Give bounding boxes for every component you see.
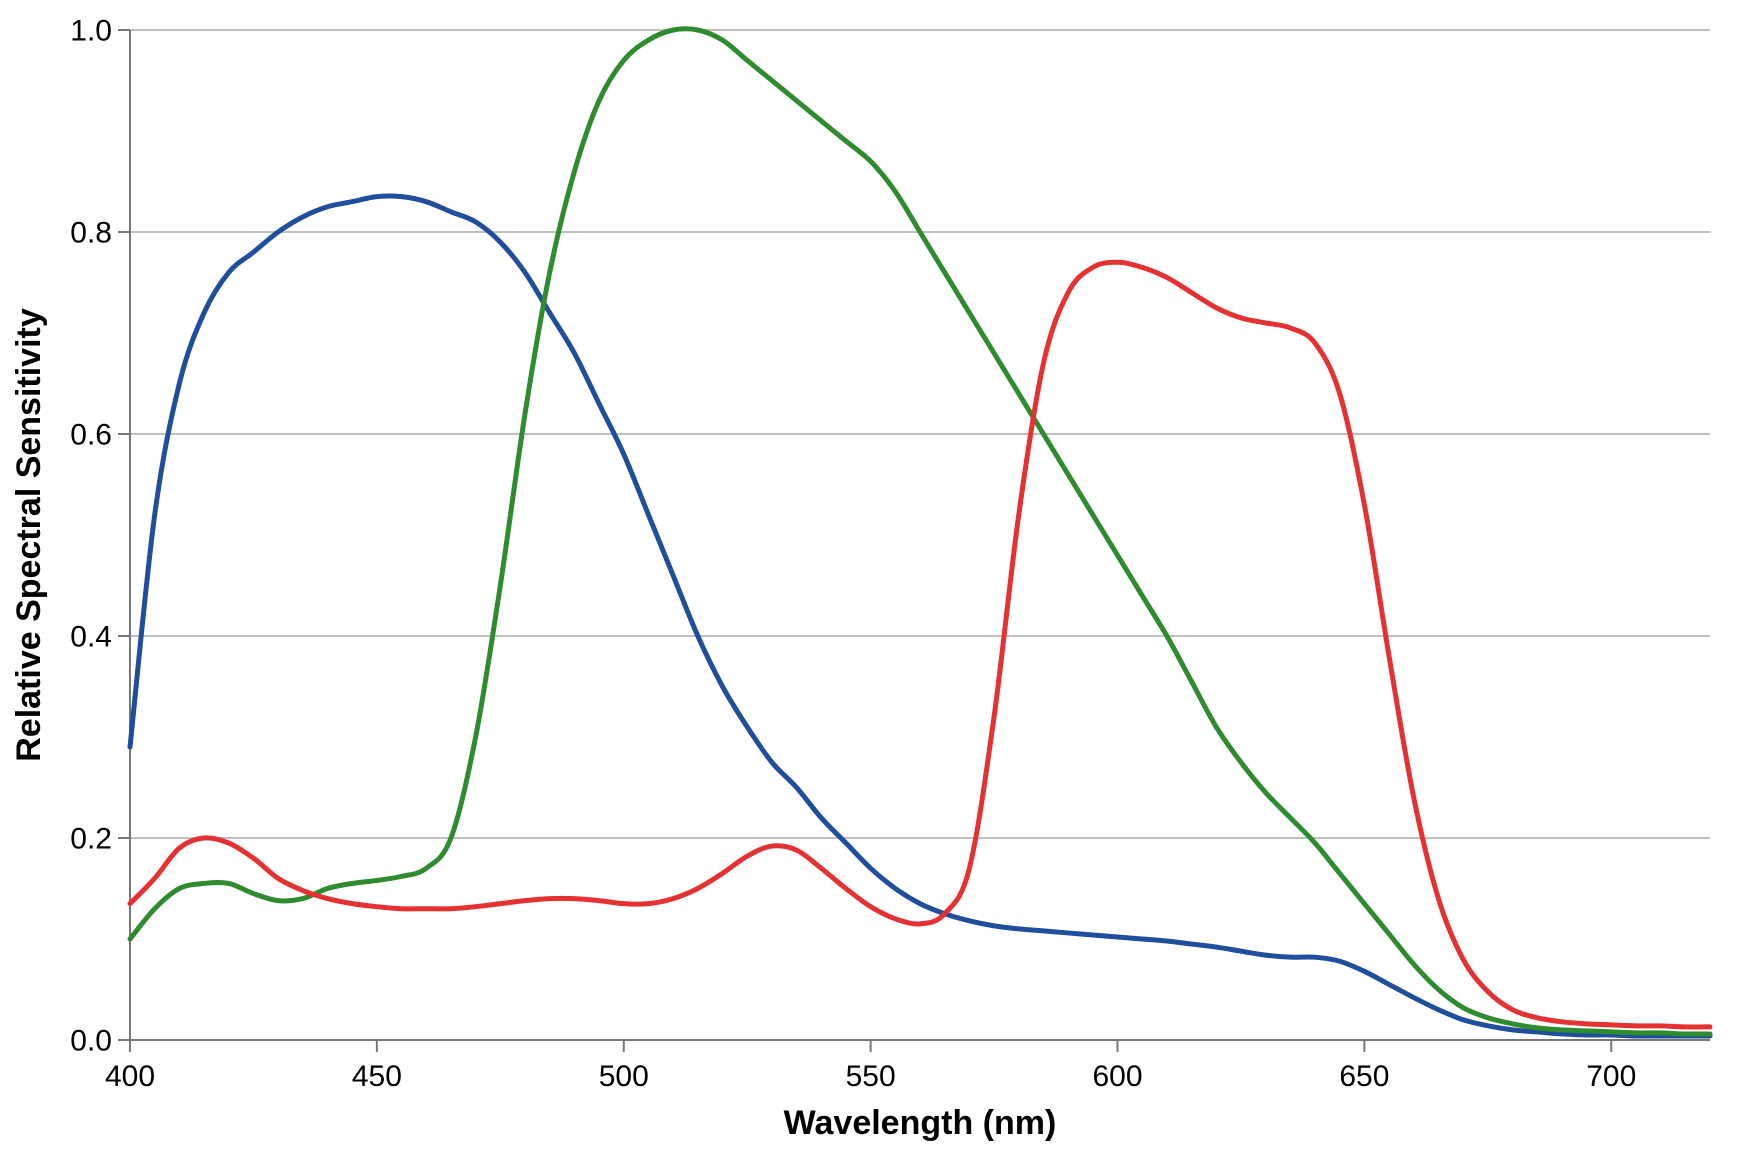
x-tick-label: 600 <box>1092 1060 1142 1093</box>
y-tick-label: 0.4 <box>70 621 112 654</box>
y-tick-label: 0.2 <box>70 823 112 856</box>
x-tick-label: 700 <box>1586 1060 1636 1093</box>
x-tick-label: 650 <box>1339 1060 1389 1093</box>
x-tick-label: 450 <box>352 1060 402 1093</box>
y-tick-label: 0.0 <box>70 1025 112 1058</box>
spectral-sensitivity-chart: 400 450 500 550 600 650 700 0.0 0.2 0.4 0.6 0.8 1.0 W… <box>0 0 1746 1164</box>
x-tick-label: 400 <box>105 1060 155 1093</box>
y-axis-title: Relative Spectral Sensitivity <box>10 308 48 762</box>
x-tick-label: 550 <box>846 1060 896 1093</box>
y-tick-label: 0.6 <box>70 419 112 452</box>
x-axis-title: Wavelength (nm) <box>784 1104 1057 1142</box>
x-tick-label: 500 <box>599 1060 649 1093</box>
chart-svg: 400 450 500 550 600 650 700 0.0 0.2 0.4 0.6 0.8 1.0 W… <box>0 0 1746 1164</box>
y-tick-label: 1.0 <box>70 15 112 48</box>
y-tick-label: 0.8 <box>70 217 112 250</box>
